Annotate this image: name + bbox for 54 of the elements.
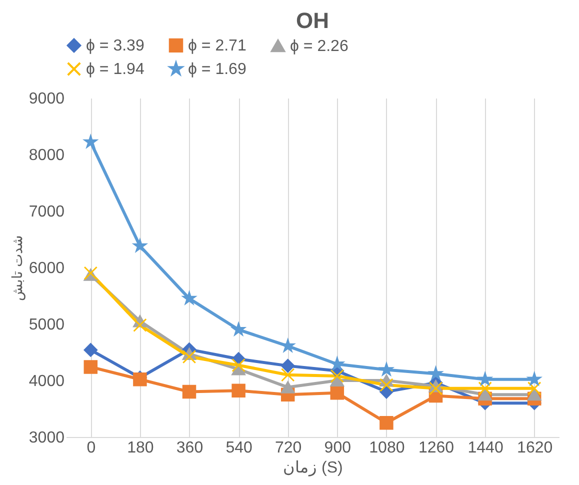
point [478, 388, 492, 401]
point [330, 386, 344, 400]
x-tick-label: 360 [176, 440, 204, 456]
point [133, 239, 147, 252]
x-tick-label: 1260 [418, 440, 454, 456]
legend-label: ϕ = 2.26 [290, 38, 348, 55]
point [429, 366, 442, 380]
y-tick-label: 8000 [28, 147, 65, 164]
point [330, 357, 344, 370]
chart-title: OH [296, 8, 329, 33]
x-tick-label: 720 [275, 440, 302, 456]
x-tick-label: 180 [127, 440, 154, 456]
legend-label: ϕ = 2.71 [188, 37, 246, 54]
y-axis-title: شدت تابش [8, 235, 26, 301]
y-tick-label: 7000 [28, 204, 65, 220]
point [527, 382, 542, 396]
point [330, 369, 344, 383]
point [380, 378, 394, 392]
x-tick-label: 900 [324, 440, 352, 456]
x-tick-label: 1080 [369, 440, 405, 456]
point [280, 358, 295, 373]
point [428, 382, 443, 396]
point [84, 343, 98, 357]
legend-label: ϕ = 1.94 [86, 61, 144, 78]
point [280, 368, 295, 382]
point [182, 350, 196, 364]
point [182, 292, 196, 304]
y-tick-label: 9000 [28, 90, 65, 108]
x-tick-label: 0 [86, 440, 96, 456]
legend-label: ϕ = 3.39 [86, 37, 144, 54]
point [232, 322, 246, 336]
point [182, 384, 196, 399]
point [380, 362, 394, 376]
point [232, 384, 246, 398]
point [232, 358, 246, 372]
point [84, 360, 98, 374]
legend-label: ϕ = 1.69 [188, 61, 246, 78]
y-tick-label: 6000 [28, 260, 65, 277]
y-tick-label: 5000 [28, 316, 65, 334]
point [380, 416, 394, 430]
point [280, 381, 295, 394]
point [528, 372, 541, 386]
point [478, 382, 492, 396]
point [527, 388, 542, 401]
x-tick-label: 540 [226, 440, 252, 456]
x-axis-title: زمان (S) [283, 460, 343, 476]
point [84, 135, 98, 148]
point [133, 318, 147, 332]
point [281, 339, 294, 352]
point [478, 372, 492, 386]
y-tick-label: 4000 [28, 373, 65, 390]
x-tick-label: 1620 [517, 440, 553, 456]
x-tick-label: 1440 [468, 440, 504, 456]
y-tick-label: 3000 [28, 430, 65, 446]
